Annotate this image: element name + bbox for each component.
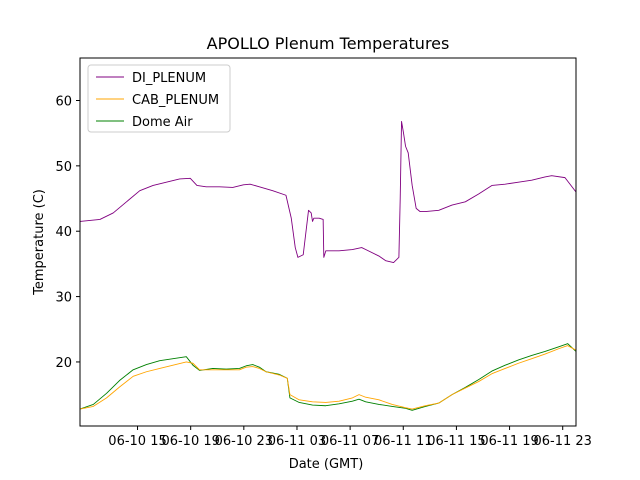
y-axis-label: Temperature (C) xyxy=(32,189,47,296)
x-tick-label: 06-10 19 xyxy=(161,434,219,449)
y-axis-ticks: 20 30 40 50 60 xyxy=(55,94,80,371)
x-tick-label: 06-11 11 xyxy=(374,434,432,449)
legend-label: Dome Air xyxy=(132,115,193,130)
series-line-cab-plenum xyxy=(79,345,577,410)
x-tick-label: 06-10 15 xyxy=(108,434,166,449)
x-tick-label: 06-11 03 xyxy=(268,434,326,449)
y-tick-label: 60 xyxy=(55,94,72,109)
x-axis-label: Date (GMT) xyxy=(289,457,364,472)
legend-label: CAB_PLENUM xyxy=(132,93,219,108)
y-tick-label: 20 xyxy=(55,356,72,371)
chart-title: APOLLO Plenum Temperatures xyxy=(207,34,450,53)
x-tick-label: 06-11 07 xyxy=(321,434,379,449)
legend-box xyxy=(87,64,231,133)
y-tick-label: 50 xyxy=(55,160,72,175)
x-tick-label: 06-11 23 xyxy=(533,434,591,449)
series-line-di-plenum xyxy=(79,120,577,264)
series-lines xyxy=(79,120,577,411)
y-tick-label: 30 xyxy=(55,291,72,306)
y-tick-label: 40 xyxy=(55,225,72,240)
x-tick-label: 06-10 23 xyxy=(215,434,273,449)
x-tick-label: 06-11 15 xyxy=(427,434,485,449)
plot-area-frame xyxy=(79,57,577,427)
x-tick-label: 06-11 19 xyxy=(480,434,538,449)
legend: DI_PLENUM CAB_PLENUM Dome Air xyxy=(87,64,231,133)
legend-label: DI_PLENUM xyxy=(132,71,206,86)
series-line-dome-air xyxy=(79,343,577,411)
